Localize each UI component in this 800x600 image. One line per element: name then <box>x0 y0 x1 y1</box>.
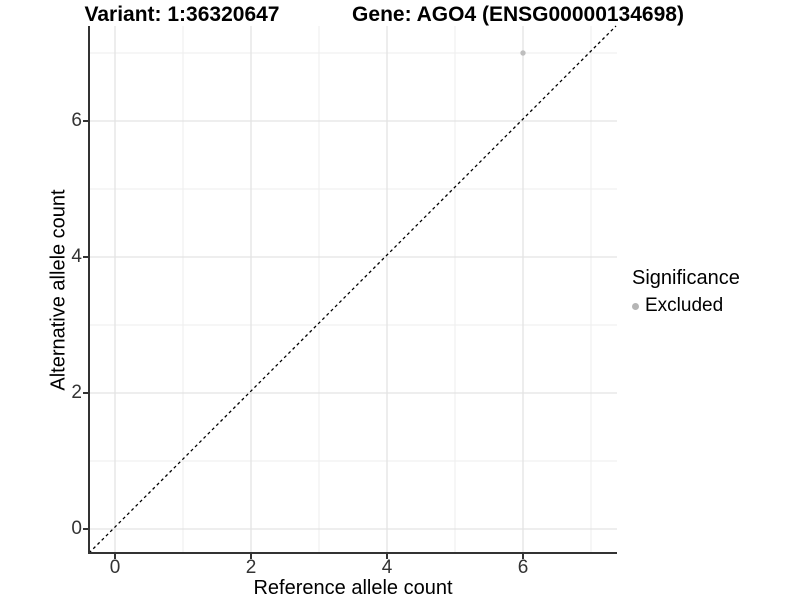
data-point-excluded <box>520 50 526 56</box>
y-tick-label: 2 <box>71 382 82 403</box>
plot-title-variant: Variant: 1:36320647 <box>84 3 280 26</box>
legend-item-excluded: Excluded <box>632 295 740 317</box>
x-tick-label: 2 <box>245 557 257 578</box>
y-axis-title: Alternative allele count <box>47 189 70 391</box>
identity-dashed-line <box>88 25 617 554</box>
y-tick-label: 6 <box>71 110 82 131</box>
legend-title: Significance <box>632 267 740 289</box>
y-tick-label: 4 <box>71 246 82 267</box>
legend-point-icon <box>632 302 639 310</box>
x-tick-label: 0 <box>109 557 121 578</box>
plot-title-gene: Gene: AGO4 (ENSG00000134698) <box>352 3 684 26</box>
y-tick-label: 0 <box>71 518 82 539</box>
x-tick-label: 4 <box>381 557 393 578</box>
x-axis-title: Reference allele count <box>253 577 453 599</box>
legend: Significance Excluded <box>632 267 740 317</box>
x-tick-label: 6 <box>517 557 529 578</box>
legend-item-label: Excluded <box>645 295 724 316</box>
